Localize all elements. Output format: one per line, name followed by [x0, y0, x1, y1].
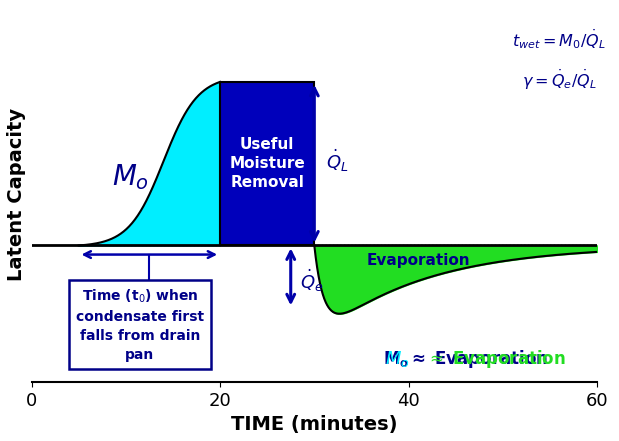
Text: $M_o$: $M_o$: [385, 349, 410, 369]
Y-axis label: Latent Capacity: Latent Capacity: [7, 108, 26, 281]
X-axis label: TIME (minutes): TIME (minutes): [231, 415, 397, 434]
Text: Time (t$_0$) when
condensate first
falls from drain
pan: Time (t$_0$) when condensate first falls…: [76, 288, 204, 362]
Text: Useful
Moisture
Removal: Useful Moisture Removal: [229, 137, 305, 191]
Text: $\dot{Q}_e$: $\dot{Q}_e$: [300, 268, 324, 294]
Text: $\bf{M_o}$$\bf{\approx}$ $\bf{Evaporation}$: $\bf{M_o}$$\bf{\approx}$ $\bf{Evaporatio…: [383, 348, 548, 370]
Text: $\dot{Q}_L$: $\dot{Q}_L$: [326, 147, 348, 174]
Text: Evaporation: Evaporation: [366, 253, 470, 268]
Text: $\approx$ Evaporation: $\approx$ Evaporation: [425, 348, 565, 370]
Bar: [220, 82, 314, 246]
Text: $M_o$: $M_o$: [112, 162, 149, 192]
Text: $t_{wet} = M_0/\dot{Q}_L$: $t_{wet} = M_0/\dot{Q}_L$: [513, 27, 607, 51]
Text: $\gamma = \dot{Q}_e/\dot{Q}_L$: $\gamma = \dot{Q}_e/\dot{Q}_L$: [522, 67, 597, 92]
